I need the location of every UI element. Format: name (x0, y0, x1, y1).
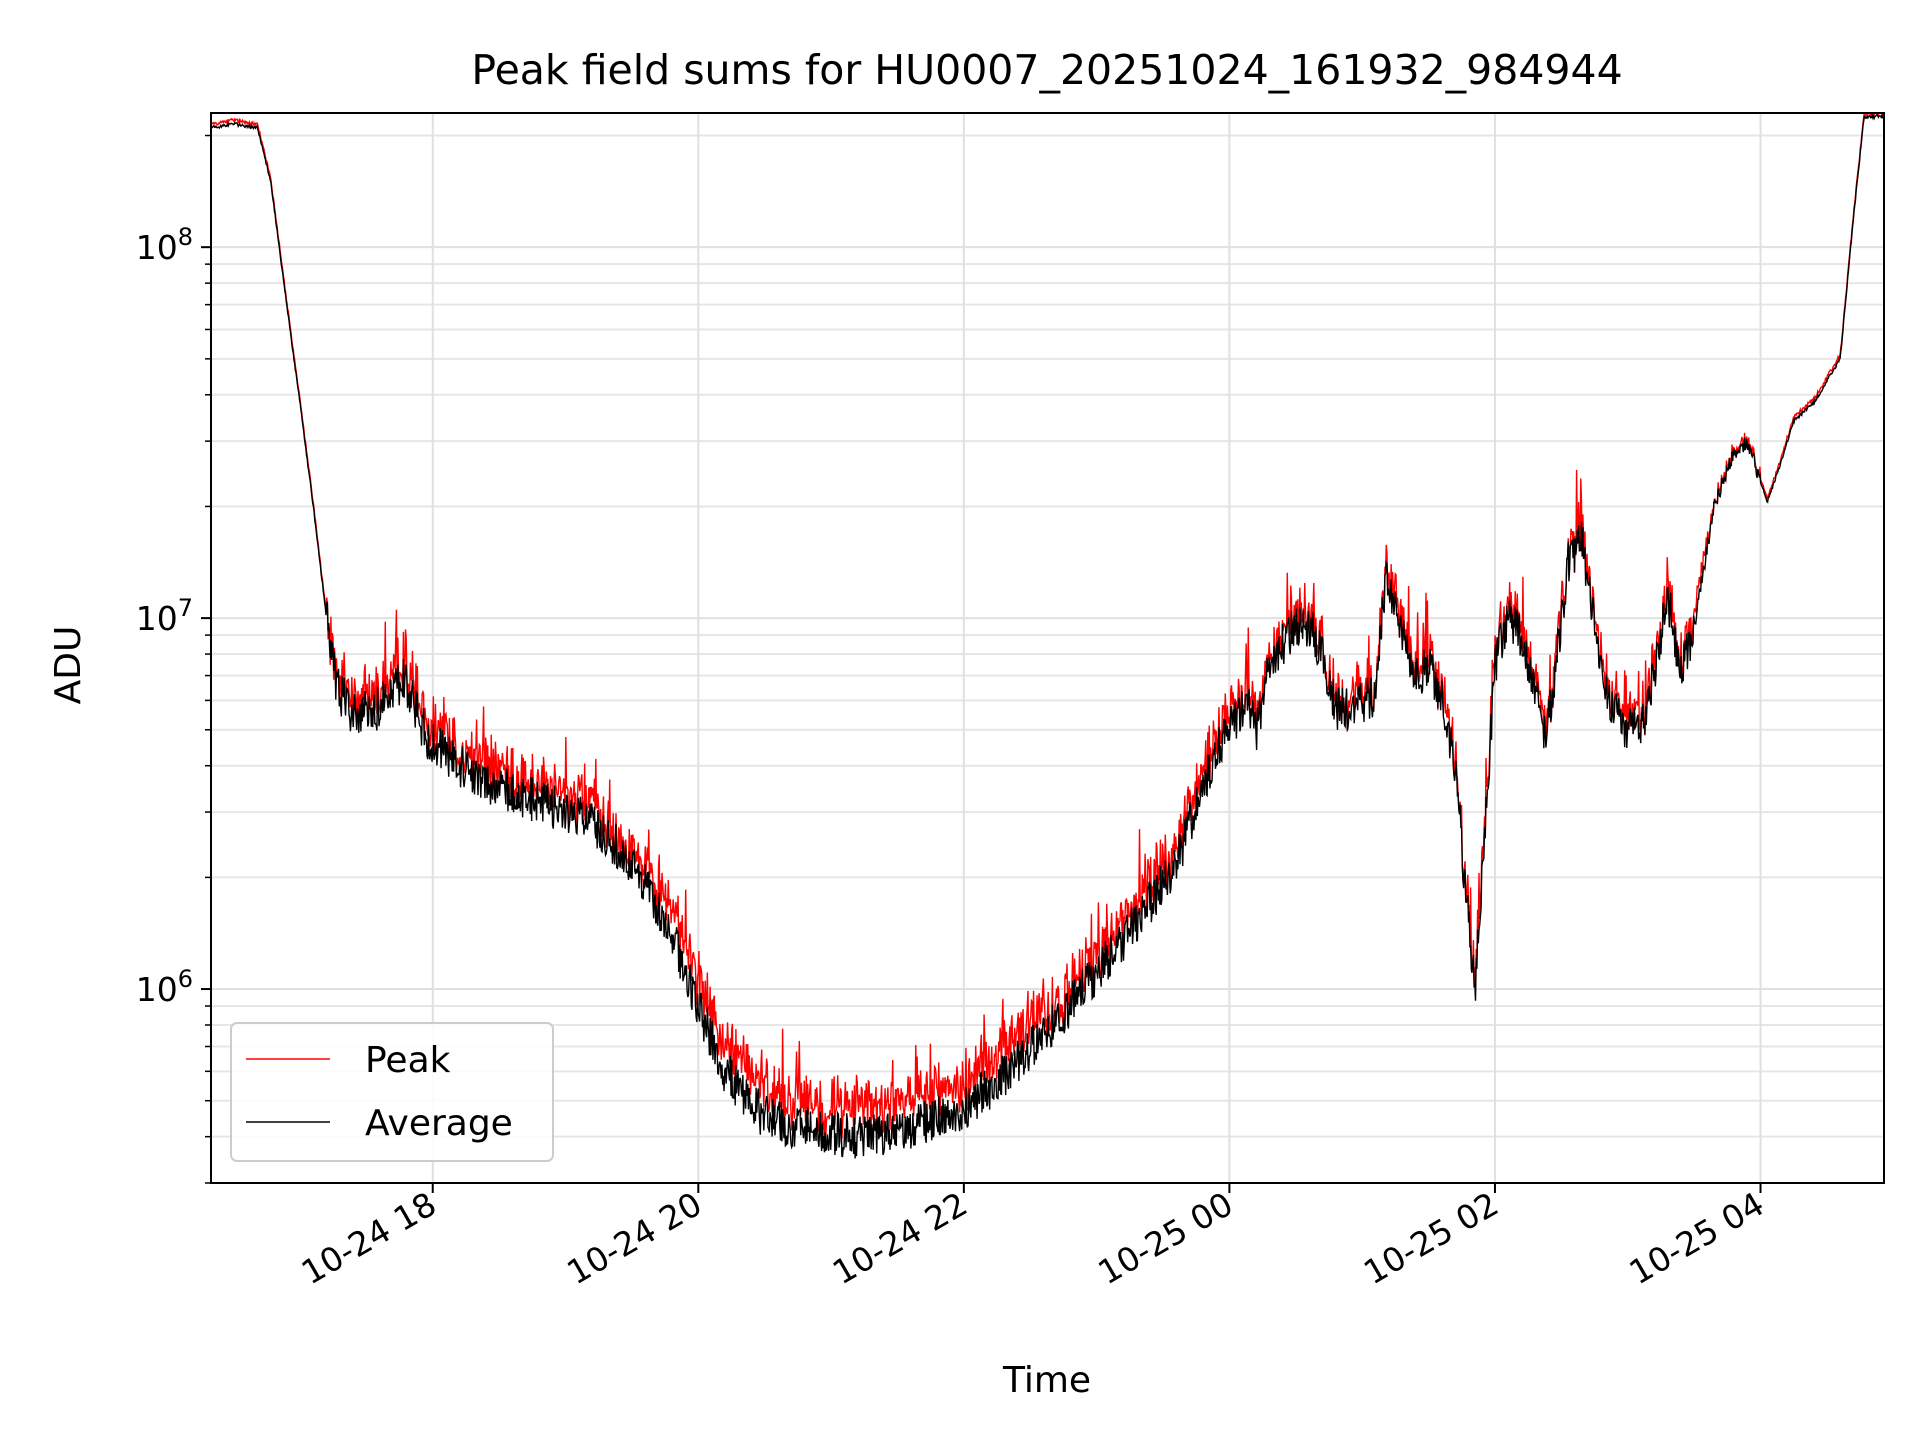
legend: Peak Average (230, 1022, 554, 1162)
series-lines (211, 113, 1884, 1159)
x-tick-label: 10-24 18 (295, 1184, 443, 1292)
legend-box (230, 1022, 554, 1162)
legend-label-peak: Peak (365, 1040, 451, 1081)
plot-frame (210, 112, 1885, 1184)
x-tick-label: 10-25 04 (1623, 1184, 1771, 1292)
y-tick-label: 108 (136, 223, 193, 267)
x-tick-label: 10-24 22 (826, 1184, 974, 1292)
series-line-average (211, 113, 1884, 1159)
chart-title: Peak field sums for HU0007_20251024_1619… (471, 46, 1622, 94)
x-axis-label: Time (1002, 1360, 1091, 1401)
x-tick-label: 10-25 02 (1357, 1184, 1505, 1292)
x-tick-label: 10-25 00 (1091, 1184, 1239, 1292)
x-tick-label: 10-24 20 (560, 1184, 708, 1292)
y-tick-label: 106 (136, 965, 193, 1009)
legend-label-average: Average (365, 1103, 513, 1144)
y-axis-label: ADU (48, 626, 89, 705)
y-tick-label: 107 (136, 594, 193, 638)
